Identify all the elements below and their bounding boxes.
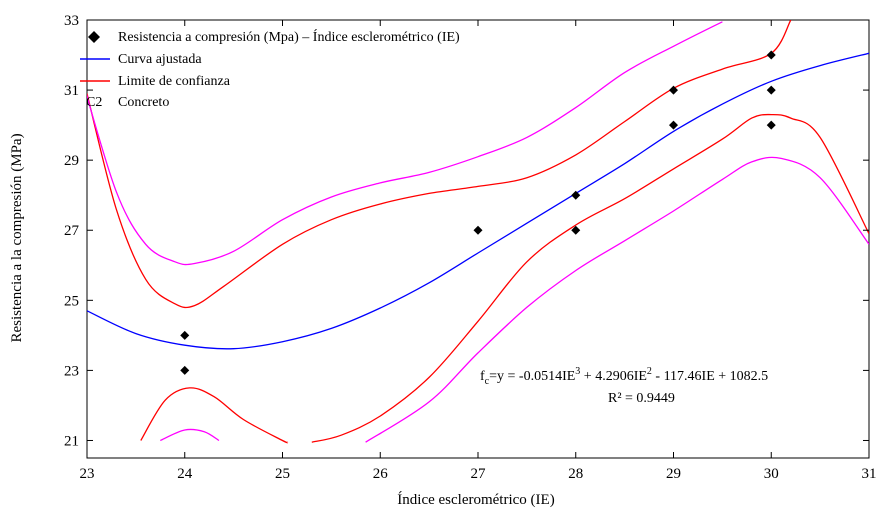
x-tick-label-24: 24 <box>177 466 193 482</box>
legend-label-concrete: Concreto <box>118 95 169 110</box>
r-squared-annotation: R² = 0.9449 <box>608 391 675 406</box>
equation-annotation: fc=y = -0.0514IE3 + 4.2906IE2 - 117.46IE… <box>480 366 768 387</box>
data-point-10 <box>767 121 776 130</box>
x-tick-label-28: 28 <box>568 466 583 482</box>
fitted-curve <box>87 53 869 349</box>
y-tick-label-27: 27 <box>64 223 80 239</box>
x-tick-label-30: 30 <box>764 466 779 482</box>
x-tick-label-29: 29 <box>666 466 681 482</box>
legend-marker-points <box>88 31 100 43</box>
y-tick-label-29: 29 <box>64 153 79 169</box>
legend-label-confidence: Limite de confianza <box>118 74 231 89</box>
legend-label-fitted: Curva ajustada <box>118 52 202 67</box>
data-point-9 <box>767 86 776 95</box>
y-tick-label-23: 23 <box>64 363 79 379</box>
y-axis-title: Resistencia a la compresión (MPa) <box>9 133 25 342</box>
data-point-7 <box>669 121 678 130</box>
x-tick-label-27: 27 <box>471 466 487 482</box>
y-tick-label-33: 33 <box>64 13 79 29</box>
x-tick-label-25: 25 <box>275 466 290 482</box>
legend-label-points: Resistencia a compresión (Mpa) – Índice … <box>118 28 460 45</box>
confidence-limit-curve-5 <box>160 429 219 440</box>
x-tick-label-31: 31 <box>862 466 877 482</box>
data-point-2 <box>180 366 189 375</box>
confidence-limit-curve-3 <box>312 115 869 443</box>
y-tick-label-25: 25 <box>64 293 79 309</box>
confidence-limit-curve-2 <box>141 388 288 443</box>
legend: Resistencia a compresión (Mpa) – Índice … <box>80 28 460 110</box>
data-point-3 <box>474 226 483 235</box>
x-axis-title: Índice esclerométrico (IE) <box>397 491 554 508</box>
x-tick-label-26: 26 <box>373 466 389 482</box>
y-tick-label-21: 21 <box>64 433 79 449</box>
legend-marker-concrete: C2 <box>86 95 102 110</box>
data-point-1 <box>180 331 189 340</box>
y-tick-label-31: 31 <box>64 83 79 99</box>
x-tick-label-23: 23 <box>80 466 95 482</box>
data-point-8 <box>767 51 776 60</box>
